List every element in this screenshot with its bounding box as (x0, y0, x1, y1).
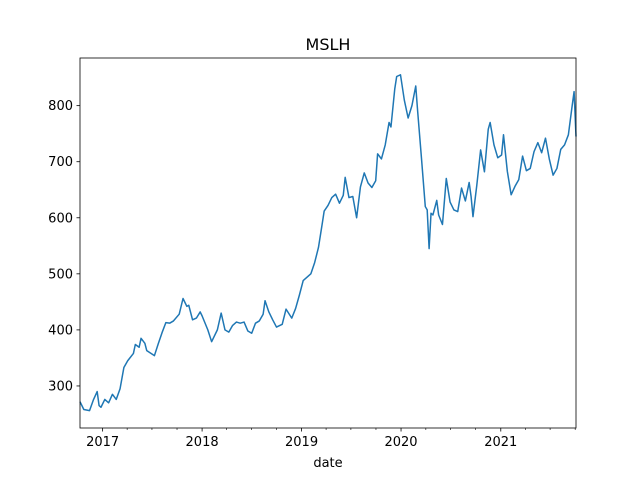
y-tick-label-300: 300 (48, 379, 73, 394)
x-axis-label: date (313, 456, 342, 471)
series-line-0 (79, 74, 577, 412)
y-tick-label-500: 500 (48, 267, 73, 282)
x-tick-label-2018: 2018 (186, 435, 219, 450)
y-tick-label-400: 400 (48, 323, 73, 338)
y-tick-label-700: 700 (48, 155, 73, 170)
plot-area: 300 400 500 600 700 800 2017 2018 2019 2020 2021 (48, 57, 577, 450)
chart-title: MSLH (306, 35, 351, 54)
y-tick-label-600: 600 (48, 211, 73, 226)
x-tick-label-2020: 2020 (384, 435, 417, 450)
y-tick-label-800: 800 (48, 99, 73, 114)
plot-frame (79, 57, 577, 429)
x-tick-label-2021: 2021 (484, 435, 517, 450)
x-tick-label-2019: 2019 (285, 435, 318, 450)
x-tick-label-2017: 2017 (86, 435, 119, 450)
